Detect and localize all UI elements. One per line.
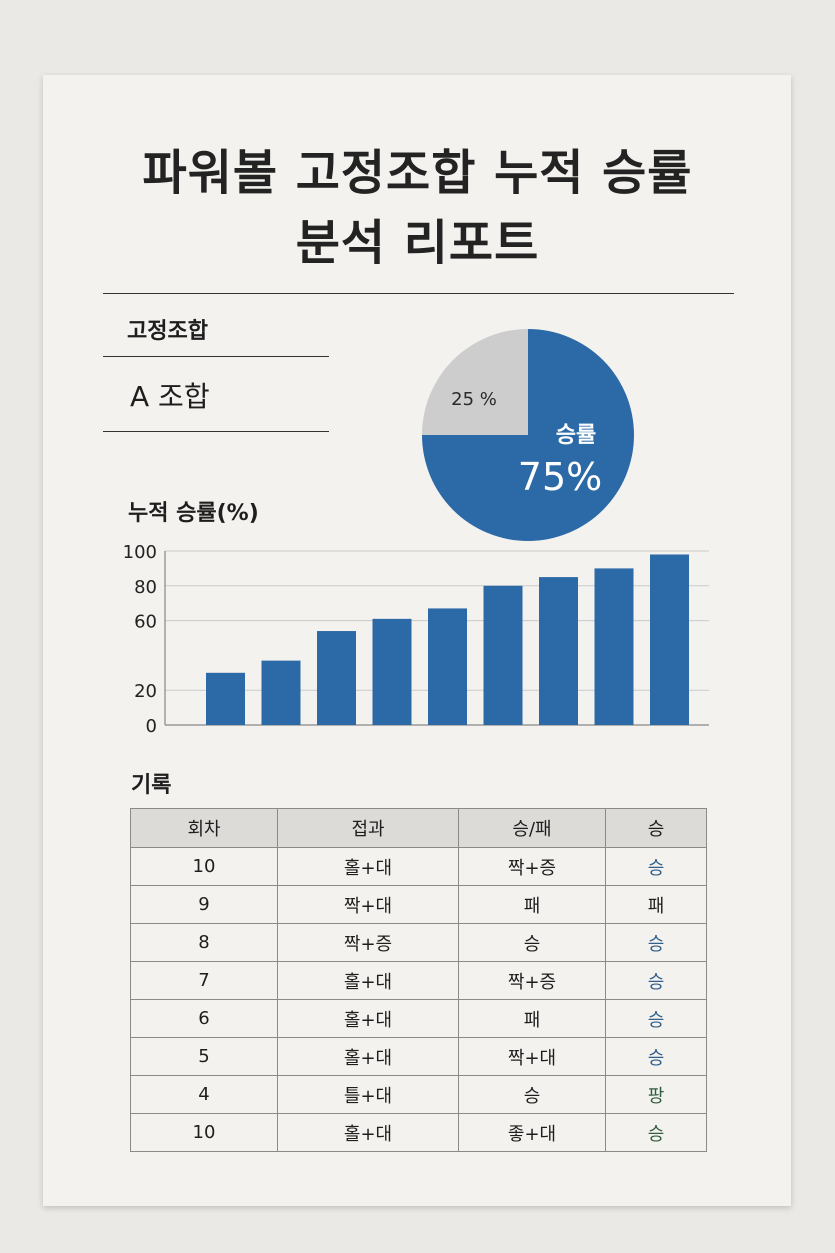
bar [428, 608, 467, 725]
title-line-2: 분석 리포트 [295, 215, 540, 271]
title-line-1: 파워볼 고정조합 누적 승률 [142, 145, 693, 201]
round-cell: 6 [130, 999, 278, 1038]
bar [317, 631, 356, 725]
report-title: 파워볼 고정조합 누적 승률 분석 리포트 [0, 138, 835, 278]
pie-slice-win [422, 329, 634, 541]
records-header-row: 회차 접과 승/패 승 [130, 808, 707, 848]
outcome-cell: 승 [605, 1037, 707, 1076]
win-lose-cell: 패 [458, 999, 606, 1038]
result-cell: 홀+대 [277, 847, 459, 886]
header-outcome: 승 [605, 808, 707, 848]
win-lose-cell: 승 [458, 923, 606, 962]
round-cell: 4 [130, 1075, 278, 1114]
bar [372, 618, 412, 725]
outcome-cell: 승 [605, 999, 707, 1038]
y-tick-label: 20 [134, 681, 157, 702]
combination-divider-top [103, 356, 329, 357]
outcome-cell: 승 [605, 961, 707, 1000]
y-tick-label: 60 [134, 612, 157, 633]
win-lose-cell: 짝+대 [458, 1037, 606, 1076]
result-cell: 짝+대 [277, 885, 459, 924]
bar [483, 585, 523, 725]
result-cell: 홀+대 [277, 1113, 459, 1152]
combination-value: A 조합 [130, 380, 210, 413]
records-table: 회차 접과 승/패 승 10 홀+대 짝+증 승 9 짝+대 패 패 8 짝+증 승 승 7 홀+대 짝+증… [130, 808, 707, 1152]
pie-slice-lose [422, 329, 528, 435]
round-cell: 10 [130, 1113, 278, 1152]
round-cell: 7 [130, 961, 278, 1000]
pie-win-caption: 승률 [556, 423, 596, 448]
cumulative-win-rate-chart: 100 80 60 20 0 [123, 542, 709, 737]
table-row: 6 홀+대 패 승 [130, 999, 707, 1038]
outcome-cell: 패 [605, 885, 707, 924]
chart-title: 누적 승률(%) [128, 501, 259, 526]
result-cell: 홀+대 [277, 1037, 459, 1076]
result-cell: 틀+대 [277, 1075, 459, 1114]
win-rate-pie: 25 % 승률 75% [422, 329, 634, 541]
outcome-cell: 승 [605, 847, 707, 886]
table-row: 5 홀+대 짝+대 승 [130, 1037, 707, 1076]
round-cell: 5 [130, 1037, 278, 1076]
table-row: 8 짝+증 승 승 [130, 923, 707, 962]
bar [594, 568, 634, 725]
header-win-lose: 승/패 [458, 808, 606, 848]
records-title: 기록 [131, 773, 172, 798]
table-row: 4 틀+대 승 팡 [130, 1075, 707, 1114]
win-lose-cell: 짝+증 [458, 961, 606, 1000]
y-tick-label: 0 [146, 716, 157, 737]
bar [206, 672, 245, 725]
result-cell: 짝+증 [277, 923, 459, 962]
win-lose-cell: 패 [458, 885, 606, 924]
outcome-cell: 승 [605, 1113, 707, 1152]
table-row: 9 짝+대 패 패 [130, 885, 707, 924]
header-round: 회차 [130, 808, 278, 848]
header-result: 접과 [277, 808, 459, 848]
result-cell: 홀+대 [277, 961, 459, 1000]
combination-divider-bottom [103, 431, 329, 432]
bar [261, 660, 301, 725]
outcome-cell: 승 [605, 923, 707, 962]
result-cell: 홀+대 [277, 999, 459, 1038]
title-divider [103, 293, 734, 294]
round-cell: 9 [130, 885, 278, 924]
table-row: 7 홀+대 짝+증 승 [130, 961, 707, 1000]
y-tick-label: 80 [134, 577, 157, 598]
win-lose-cell: 좋+대 [458, 1113, 606, 1152]
table-row: 10 홀+대 짝+증 승 [130, 847, 707, 886]
table-row: 10 홀+대 좋+대 승 [130, 1113, 707, 1152]
pie-lose-label: 25 % [451, 389, 497, 410]
bar [539, 577, 578, 725]
win-lose-cell: 승 [458, 1075, 606, 1114]
combination-label: 고정조합 [127, 319, 208, 344]
win-lose-cell: 짝+증 [458, 847, 606, 886]
outcome-cell: 팡 [605, 1075, 707, 1114]
round-cell: 10 [130, 847, 278, 886]
round-cell: 8 [130, 923, 278, 962]
y-tick-label: 100 [123, 542, 157, 563]
pie-win-value: 75% [518, 455, 602, 499]
bar [650, 554, 689, 725]
